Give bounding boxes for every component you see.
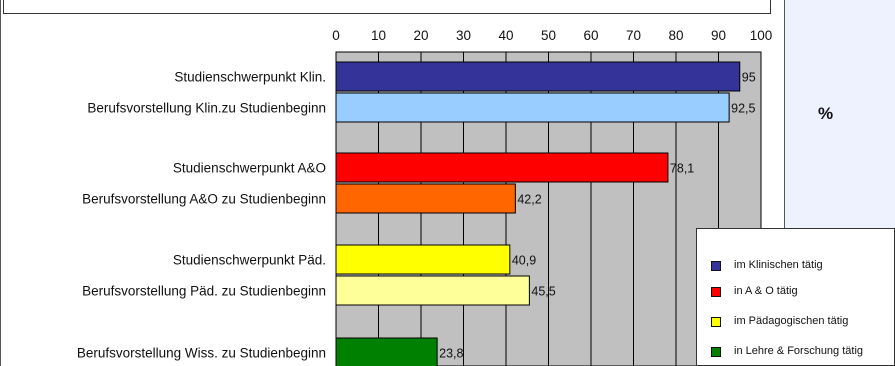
bar: [335, 244, 511, 275]
data-label: 92,5: [731, 102, 755, 116]
legend-label: im Pädagogischen tätig: [734, 315, 849, 327]
legend-swatch: [711, 287, 721, 297]
bar: [335, 152, 669, 183]
bar: [335, 275, 530, 306]
top-frame-box: [3, 0, 771, 14]
data-label: 40,9: [512, 254, 536, 268]
tick-label: 90: [711, 28, 726, 43]
tick-label: 80: [668, 28, 683, 43]
tick-label: 60: [583, 28, 598, 43]
tick-label: 30: [456, 28, 471, 43]
data-label: 95: [742, 71, 756, 85]
tick-label: 10: [371, 28, 386, 43]
bar: [335, 92, 730, 123]
legend-label: in A & O tätig: [734, 285, 798, 297]
category-label: Berufsvorstellung Päd. zu Studienbeginn: [82, 284, 326, 299]
legend-label: in Lehre & Forschung tätig: [734, 345, 864, 357]
category-label: Studienschwerpunkt Klin.: [174, 70, 326, 85]
data-label: 42,2: [517, 193, 541, 207]
category-label: Studienschwerpunkt A&O: [173, 161, 326, 176]
tick-label: 0: [332, 28, 340, 43]
data-label: 45,5: [531, 285, 555, 299]
tick-label: 20: [413, 28, 428, 43]
tick-label: 40: [498, 28, 513, 43]
chart-legend: im Klinischen tätig in A & O tätig im Pä…: [696, 228, 895, 366]
data-label: 23,8: [439, 347, 463, 361]
unit-label: %: [818, 104, 834, 123]
frame-left-border: [0, 0, 1, 366]
legend-swatch: [711, 347, 721, 357]
tick-label: 50: [541, 28, 556, 43]
category-label: Berufsvorstellung Klin.zu Studienbeginn: [87, 101, 326, 116]
legend-swatch: [711, 261, 721, 271]
frame-right-border: [784, 0, 785, 240]
bar: [335, 337, 438, 366]
legend-label: im Klinischen tätig: [734, 259, 823, 271]
bar: [335, 61, 741, 92]
tick-label: 70: [626, 28, 641, 43]
category-label: Berufsvorstellung Wiss. zu Studienbeginn: [77, 346, 326, 361]
data-label: 78,1: [670, 162, 694, 176]
category-label: Berufsvorstellung A&O zu Studienbeginn: [82, 192, 326, 207]
category-label: Studienschwerpunkt Päd.: [173, 253, 326, 268]
legend-swatch: [711, 317, 721, 327]
bar: [335, 183, 516, 214]
tick-label: 100: [750, 28, 773, 43]
